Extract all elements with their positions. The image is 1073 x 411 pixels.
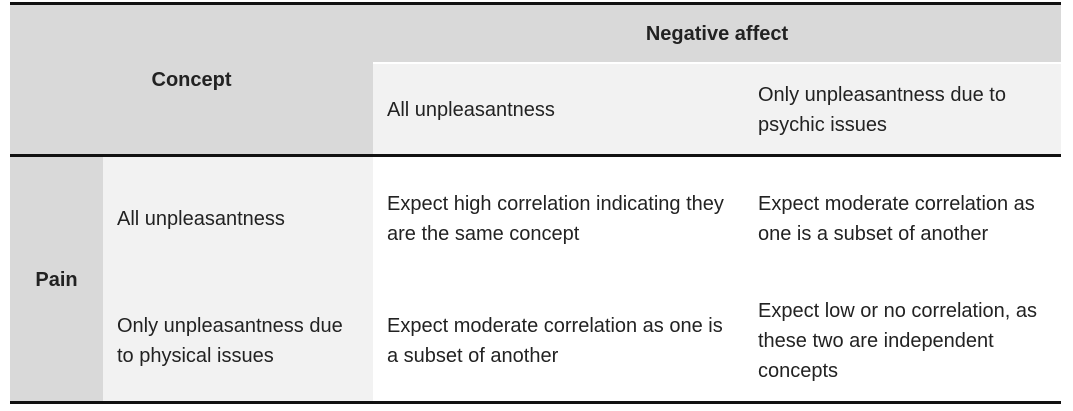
header-cell: Negative affect — [373, 4, 1061, 63]
header-cell: Concept — [10, 4, 373, 155]
cell-text: Expect high correlation indicating they … — [387, 192, 724, 245]
body-cell: Expect high correlation indicating they … — [373, 157, 744, 280]
header-cell: Only unpleasantness due to psychic issue… — [744, 64, 1061, 155]
header-cell: All unpleasantness — [373, 64, 744, 155]
body-cell: Expect moderate correlation as one is a … — [373, 280, 744, 402]
row-group-cell: Pain — [10, 157, 103, 402]
cell-text: Expect moderate correlation as one is a … — [758, 192, 1035, 245]
body-cell: Expect low or no correlation, as these t… — [744, 280, 1061, 402]
header-text: Negative affect — [645, 22, 789, 45]
cell-text: Expect moderate correlation as one is a … — [387, 315, 723, 367]
header-text: Only unpleasantness due to psychic issue… — [758, 83, 1006, 136]
bottom-rule — [10, 401, 1061, 404]
row-group-text: Pain — [35, 268, 78, 291]
header-text: All unpleasantness — [387, 98, 555, 121]
row-label-text: Only unpleasantness due to physical issu… — [117, 315, 343, 367]
mid-rule — [10, 154, 1061, 157]
top-rule — [10, 2, 1061, 5]
row-label-text: All unpleasantness — [117, 207, 285, 230]
cell-text: Expect low or no correlation, as these t… — [758, 300, 1038, 382]
row-label-cell: All unpleasantness — [103, 157, 373, 280]
row-label-cell: Only unpleasantness due to physical issu… — [103, 280, 373, 402]
body-cell: Expect moderate correlation as one is a … — [744, 157, 1061, 280]
divider — [373, 62, 1061, 64]
header-text: Concept — [151, 68, 232, 91]
